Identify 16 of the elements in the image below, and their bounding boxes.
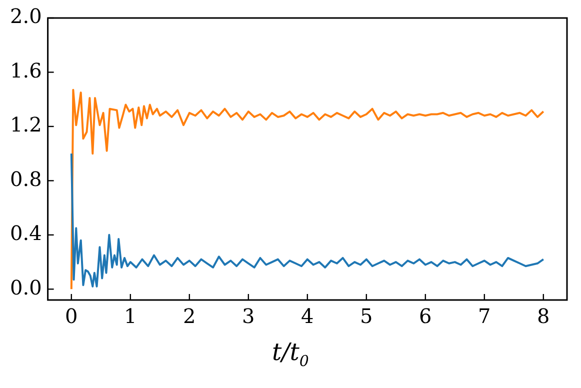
y-tick-label: 2.0	[10, 4, 42, 28]
x-tick-label: 7	[478, 304, 491, 328]
x-tick-label: 2	[183, 304, 196, 328]
y-tick-label: 1.6	[10, 58, 42, 82]
x-tick-label: 1	[124, 304, 137, 328]
x-tick-label: 3	[242, 304, 255, 328]
y-tick-label: 0.0	[10, 275, 42, 300]
y-tick-label: 0.4	[10, 221, 42, 246]
y-tick-label: 0.8	[10, 166, 42, 191]
x-tick-label: 6	[419, 304, 432, 328]
y-tick-label: 1.2	[10, 112, 42, 137]
x-tick-label: 5	[360, 304, 373, 328]
x-tick-label: 0	[65, 304, 78, 328]
x-tick-label: 8	[537, 304, 550, 328]
x-tick-label: 4	[301, 304, 314, 328]
x-axis-title: t/t$_{0}$	[271, 338, 310, 370]
